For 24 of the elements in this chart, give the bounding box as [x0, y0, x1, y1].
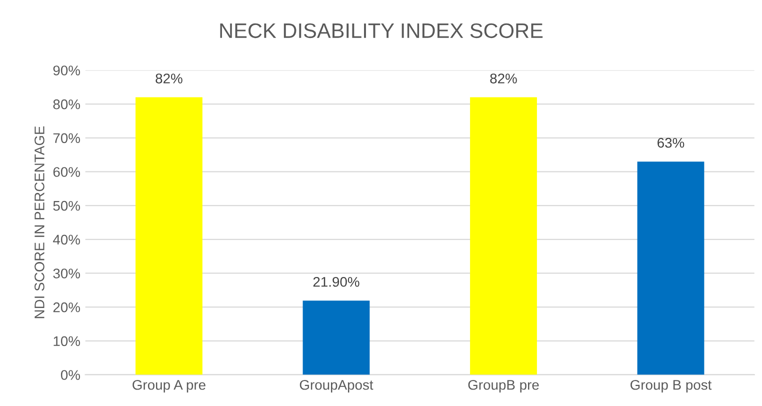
data-label: 21.90%	[313, 276, 360, 287]
y-tick-label: 10%	[54, 336, 80, 346]
data-label: 63%	[658, 138, 684, 148]
y-tick-label: 30%	[53, 268, 80, 278]
y-tick-label: 0%	[60, 370, 80, 380]
data-label: 82%	[490, 74, 517, 84]
bar	[637, 162, 704, 375]
x-tick-label: Group A pre	[132, 380, 206, 393]
y-tick-label: 90%	[53, 66, 80, 76]
data-label: 82%	[156, 74, 182, 84]
bar	[302, 300, 370, 375]
x-tick-label: GroupB pre	[468, 380, 539, 393]
bar	[136, 97, 202, 375]
y-tick-label: 20%	[53, 302, 80, 312]
y-tick-label: 40%	[53, 234, 80, 245]
y-tick-label: 80%	[53, 99, 80, 110]
y-tick-label: 60%	[53, 167, 80, 177]
chart-title: NECK DISABILITY INDEX SCORE	[220, 23, 543, 38]
bar	[470, 97, 537, 375]
x-tick-label: Group B post	[630, 380, 712, 393]
x-tick-label: GroupApost	[300, 380, 374, 393]
y-tick-label: 70%	[53, 133, 80, 144]
y-axis-title: NDI SCORE IN PERCENTAGE	[34, 126, 44, 318]
y-tick-label: 50%	[53, 200, 80, 211]
